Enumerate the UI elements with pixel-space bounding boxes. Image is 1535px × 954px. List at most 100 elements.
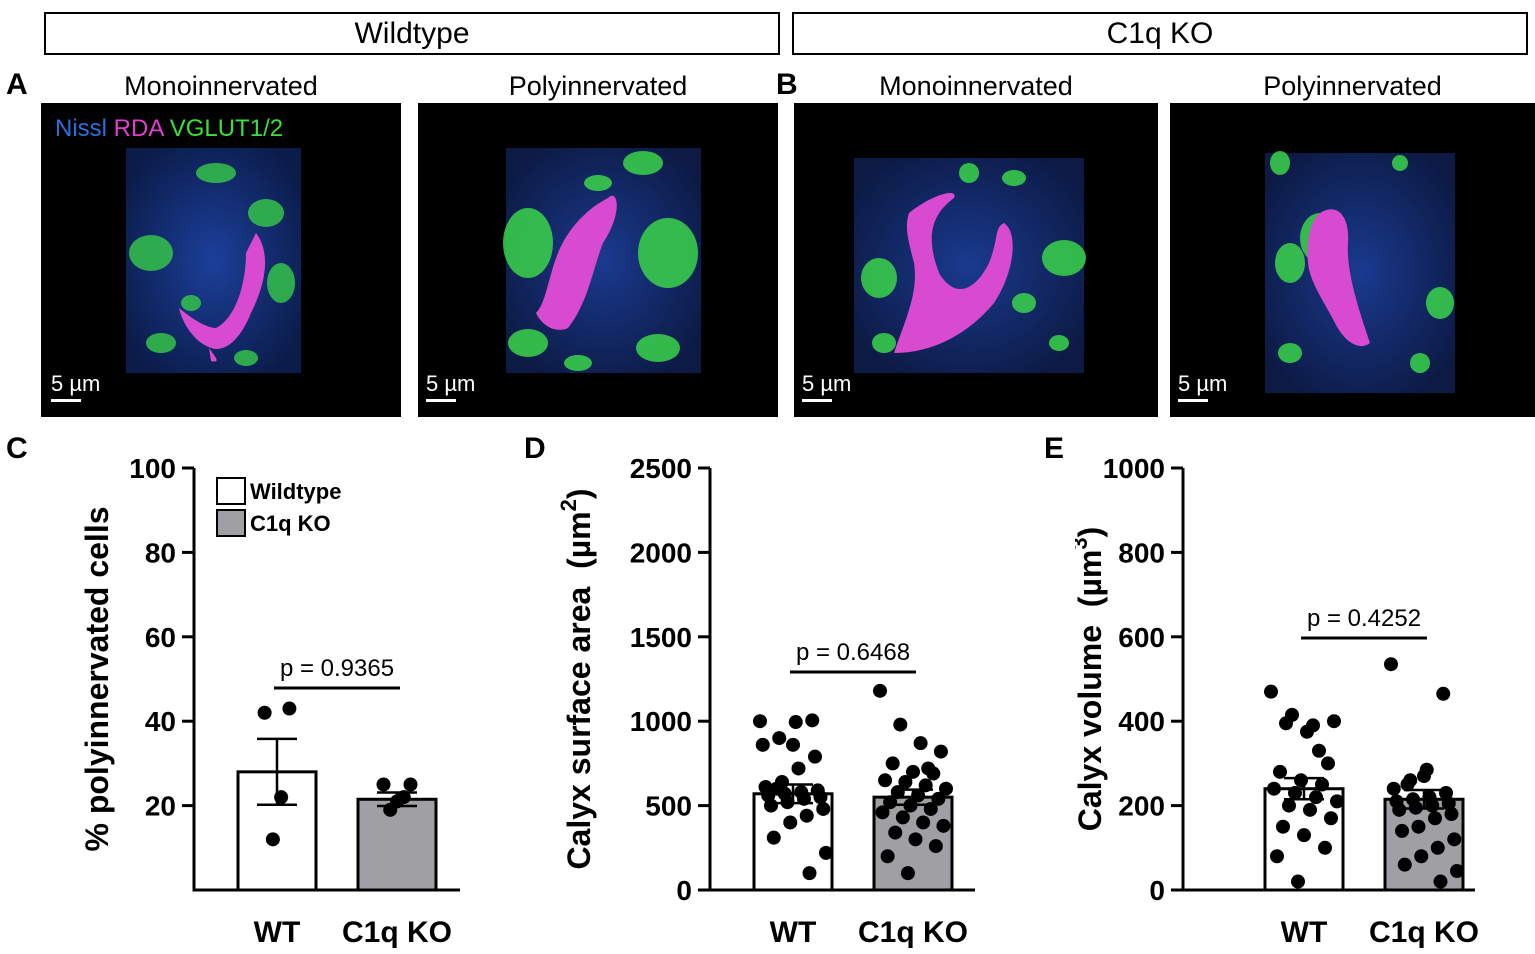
data-point bbox=[1321, 756, 1335, 771]
y-tick-label: 800 bbox=[1118, 537, 1165, 568]
data-point bbox=[1444, 807, 1459, 822]
data-point bbox=[403, 777, 418, 792]
data-point bbox=[1392, 802, 1407, 817]
data-point bbox=[890, 785, 905, 800]
p-value-label: p = 0.6468 bbox=[796, 639, 910, 666]
data-point bbox=[883, 795, 898, 810]
y-tick-label: 1000 bbox=[1103, 453, 1165, 484]
chart-c: 20 40 60 80 100 WT C1q KO p = 0.9365 % polyinner… bbox=[79, 453, 460, 949]
stain-vglut: VGLUT1/2 bbox=[169, 115, 284, 142]
data-point bbox=[1291, 874, 1305, 889]
scale-bar-4: 5 µm bbox=[1178, 373, 1227, 402]
stain-rda: RDA bbox=[113, 115, 164, 142]
y-tick-label: 500 bbox=[645, 791, 692, 822]
data-point bbox=[928, 839, 943, 854]
data-point bbox=[1273, 764, 1287, 779]
y-tick-label: 400 bbox=[1118, 706, 1165, 737]
x-tick-label: WT bbox=[770, 916, 817, 949]
data-point bbox=[1288, 785, 1302, 800]
data-point bbox=[376, 777, 391, 792]
data-point bbox=[802, 866, 817, 881]
panel-letter-b: B bbox=[776, 68, 798, 101]
bar-1 bbox=[356, 797, 438, 892]
micrograph-ko-poly-image bbox=[1265, 151, 1455, 393]
data-point bbox=[808, 749, 822, 764]
micrograph-wt-mono: 5 µm Nissl RDA VGLUT1/2 bbox=[41, 103, 401, 417]
wildtype-group-header: Wildtype bbox=[44, 12, 780, 55]
data-point bbox=[755, 737, 770, 752]
data-point bbox=[780, 795, 795, 810]
data-point bbox=[1386, 781, 1401, 796]
data-point bbox=[875, 805, 890, 820]
data-point bbox=[1300, 724, 1314, 739]
legend-label-0: Wildtype bbox=[250, 479, 341, 504]
image-title-2: Polyinnervated bbox=[508, 71, 688, 101]
y-tick-label: 60 bbox=[145, 622, 176, 653]
y-tick-label: 100 bbox=[129, 453, 176, 484]
data-point bbox=[1324, 811, 1338, 826]
data-point bbox=[1447, 832, 1462, 847]
data-point bbox=[788, 715, 803, 730]
data-point bbox=[383, 802, 398, 817]
data-point bbox=[1294, 773, 1308, 788]
y-tick-label: 1000 bbox=[630, 706, 692, 737]
data-point bbox=[813, 790, 828, 805]
x-tick-label: WT bbox=[1281, 916, 1328, 949]
chart-d: 0 500 1000 1500 2000 2500 WT C1q KO p = 0.6468 Ca… bbox=[560, 453, 975, 949]
c1q-ko-group-header: C1q KO bbox=[792, 12, 1528, 55]
data-point bbox=[1417, 769, 1431, 784]
legend-swatch-0 bbox=[216, 477, 246, 505]
data-point bbox=[1384, 657, 1398, 672]
data-point bbox=[1303, 802, 1317, 817]
data-point bbox=[1318, 840, 1332, 855]
data-point bbox=[786, 737, 800, 752]
data-point bbox=[900, 866, 915, 881]
data-point bbox=[908, 832, 923, 847]
data-point bbox=[1430, 840, 1445, 855]
x-tick-label: C1q KO bbox=[342, 916, 452, 949]
panel-letter-c: C bbox=[6, 432, 28, 465]
data-point bbox=[1395, 823, 1409, 838]
scale-bar-label-1: 5 µm bbox=[51, 371, 101, 396]
data-point bbox=[1327, 714, 1341, 729]
image-title-1: Monoinnervated bbox=[124, 71, 318, 101]
micrograph-wt-mono-image bbox=[126, 148, 301, 373]
data-point bbox=[923, 801, 938, 816]
scale-bar-3: 5 µm bbox=[802, 373, 851, 402]
data-point bbox=[1397, 857, 1412, 872]
y-tick-label: 600 bbox=[1118, 622, 1165, 653]
x-tick-label: C1q KO bbox=[1369, 916, 1479, 949]
data-point bbox=[916, 815, 931, 830]
data-point bbox=[1267, 781, 1281, 796]
data-point bbox=[906, 764, 920, 779]
data-point bbox=[772, 731, 787, 746]
y-tick-label: 200 bbox=[1118, 791, 1165, 822]
data-point bbox=[1441, 796, 1456, 811]
y-tick-label: 20 bbox=[145, 791, 176, 822]
legend-label-1: C1q KO bbox=[250, 511, 331, 536]
data-point bbox=[1276, 819, 1290, 834]
p-value-label: p = 0.9365 bbox=[280, 655, 394, 682]
y-tick-label: 80 bbox=[145, 537, 176, 568]
x-tick-label: C1q KO bbox=[858, 916, 968, 949]
data-point bbox=[1330, 794, 1344, 809]
data-point bbox=[753, 714, 767, 729]
panel-letter-e: E bbox=[1044, 432, 1065, 465]
y-axis-label: Calyx surface area (µm2) bbox=[560, 488, 597, 869]
panel-letter-a: A bbox=[6, 68, 28, 101]
data-point bbox=[1433, 874, 1448, 889]
data-point bbox=[936, 818, 951, 833]
data-point bbox=[1270, 849, 1284, 864]
data-point bbox=[1425, 798, 1440, 813]
scale-bar-label-2: 5 µm bbox=[426, 371, 476, 396]
data-point bbox=[893, 717, 908, 732]
y-tick-label: 2500 bbox=[630, 453, 692, 484]
data-point bbox=[797, 791, 811, 806]
data-point bbox=[1439, 785, 1453, 800]
micrograph-ko-poly: 5 µm bbox=[1170, 103, 1535, 417]
data-point bbox=[1450, 864, 1464, 879]
data-point bbox=[799, 808, 814, 823]
y-tick-label: 1500 bbox=[630, 622, 692, 653]
micrograph-ko-mono-image bbox=[854, 158, 1086, 373]
image-title-4: Polyinnervated bbox=[1263, 71, 1442, 101]
